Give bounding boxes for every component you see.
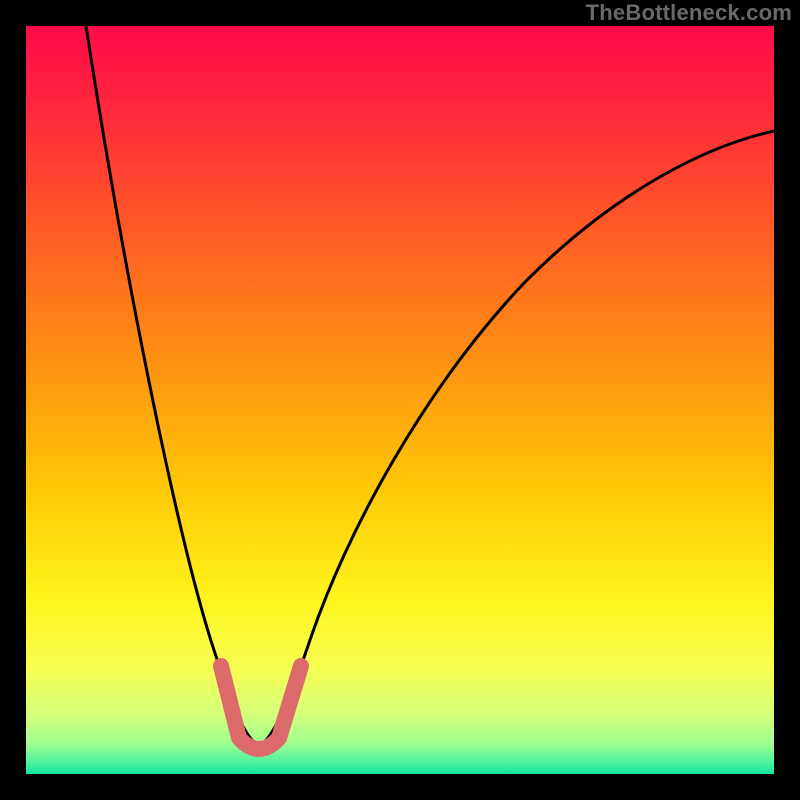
watermark-text: TheBottleneck.com [586, 0, 792, 26]
chart-svg [0, 0, 800, 800]
plot-background [26, 26, 774, 774]
